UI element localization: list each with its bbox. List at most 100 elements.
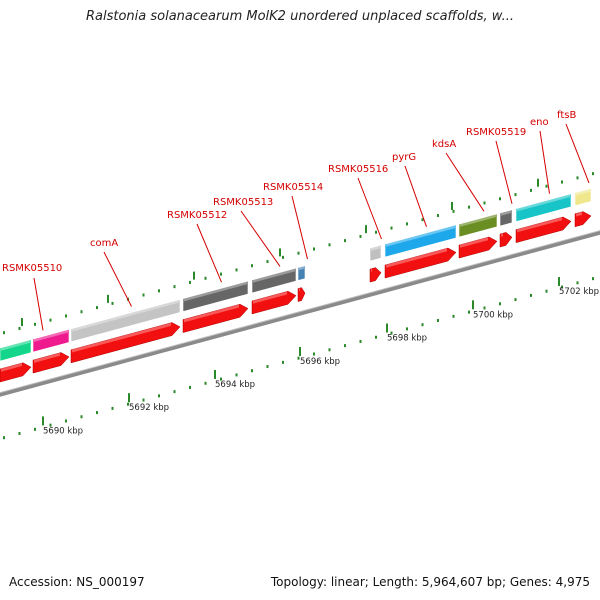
lower-scale-dot (127, 402, 129, 406)
gene-box (182, 280, 249, 312)
upper-major-tick (451, 201, 453, 210)
gene-box-shine (371, 245, 380, 251)
cds-arrow-shine (34, 352, 60, 363)
upper-major-tick (21, 318, 23, 327)
lower-scale-dot (344, 344, 346, 348)
upper-scale-dot (80, 310, 83, 314)
gene-box-shine (517, 194, 570, 212)
lower-scale-dot (96, 411, 98, 415)
upper-scale-dot (375, 230, 377, 234)
major-tick (128, 393, 130, 403)
lower-scale-dot (437, 319, 439, 323)
lower-scale-dot (421, 323, 424, 327)
lower-scale-dot (328, 348, 331, 352)
upper-scale-dot (235, 268, 238, 272)
scale-ticks (21, 178, 560, 426)
kbp-label: 5690 kbp (43, 426, 83, 436)
label-leader (495, 140, 513, 204)
label-leader (103, 251, 132, 307)
gene-labels: 5690 kbp 5692 kbp 5694 kbp 5696 kbp 5698 kbp… (2, 110, 599, 436)
lower-scale-dot (359, 339, 362, 343)
label-leader (33, 277, 44, 331)
lower-scale-dot (530, 293, 532, 297)
gene-box-shine (576, 188, 590, 196)
accession-text: Accession: NS_000197 (9, 575, 145, 589)
upper-major-tick (365, 225, 367, 234)
upper-scale-dot (344, 239, 346, 243)
upper-scale-dot (3, 331, 5, 335)
topology-text: Topology: linear; Length: 5,964,607 bp; … (270, 575, 590, 589)
upper-scale-dot (49, 318, 52, 322)
major-tick (558, 277, 560, 287)
upper-scale-dot (499, 197, 501, 201)
upper-scale-dot (390, 226, 393, 230)
upper-scale-dot (530, 188, 532, 192)
gene-box (32, 328, 70, 353)
upper-scale-dot (158, 289, 160, 293)
upper-scale-dot (297, 251, 300, 255)
upper-scale-dot (406, 222, 408, 226)
kbp-label: 5698 kbp (387, 334, 427, 344)
kbp-label: 5692 kbp (129, 403, 169, 413)
gene-label: RSMK05513 (213, 197, 273, 208)
upper-scale-dot (266, 260, 269, 264)
lower-scale-dot (576, 281, 579, 285)
upper-major-tick (537, 178, 539, 187)
label-leaders (33, 123, 590, 331)
cds-arrow-shine (184, 304, 239, 323)
sequence-backbone (0, 230, 600, 397)
lower-scale-dot (282, 360, 284, 364)
upper-scale-dot (189, 280, 191, 284)
gene-label: kdsA (432, 139, 456, 150)
upper-scale-dot (313, 247, 315, 251)
lower-scale-dot (80, 415, 83, 419)
label-leader (565, 123, 590, 184)
upper-scale-dot (34, 322, 36, 326)
upper-major-tick (107, 294, 109, 303)
kbp-label: 5694 kbp (215, 380, 255, 390)
lower-scale-dot (158, 394, 160, 398)
lower-scale-dot (3, 436, 5, 440)
gene-box-shine (253, 268, 295, 283)
cds-arrow (369, 267, 382, 283)
gene-label: RSMK05519 (466, 127, 526, 138)
upper-scale-dot (96, 306, 98, 310)
upper-scale-dot (483, 201, 486, 205)
upper-scale-dot (18, 327, 21, 331)
upper-major-tick (279, 248, 281, 257)
kbp-label: 5700 kbp (473, 310, 513, 320)
upper-scale-dot (576, 176, 579, 180)
upper-scale-dot (173, 285, 176, 289)
gene-box (369, 244, 382, 262)
upper-scale-dot (359, 234, 362, 238)
lower-scale-dot (235, 373, 238, 377)
gene-box (251, 267, 297, 294)
lower-scale-dot (65, 419, 67, 423)
gene-label: RSMK05514 (263, 182, 323, 193)
gene-box (297, 265, 306, 281)
map-title: Ralstonia solanacearum MolK2 unordered u… (85, 9, 514, 24)
backbone-highlight (0, 230, 600, 394)
cds-arrow-shine (386, 248, 447, 268)
upper-scale-dot (437, 214, 439, 218)
cds-arrow-shine (72, 322, 171, 353)
lower-scale-dot (499, 302, 501, 306)
lower-scale-dot (452, 314, 455, 318)
gene-label: ftsB (557, 110, 576, 121)
lower-scale-dot (173, 390, 176, 394)
lower-scale-dot (251, 369, 253, 373)
cds-arrow-shine (517, 217, 562, 233)
cds-arrow (251, 290, 297, 315)
gene-box-shine (460, 214, 496, 227)
upper-scale-dot (452, 209, 455, 213)
upper-scale-dot (282, 255, 284, 259)
major-tick (386, 323, 388, 333)
label-leader (404, 165, 427, 228)
scale-dots (3, 172, 594, 440)
lower-scale-dot (49, 423, 52, 427)
upper-scale-dot (65, 314, 67, 318)
cds-arrow-shine (576, 211, 582, 217)
upper-scale-dot (592, 172, 594, 176)
gene-box (70, 299, 181, 343)
